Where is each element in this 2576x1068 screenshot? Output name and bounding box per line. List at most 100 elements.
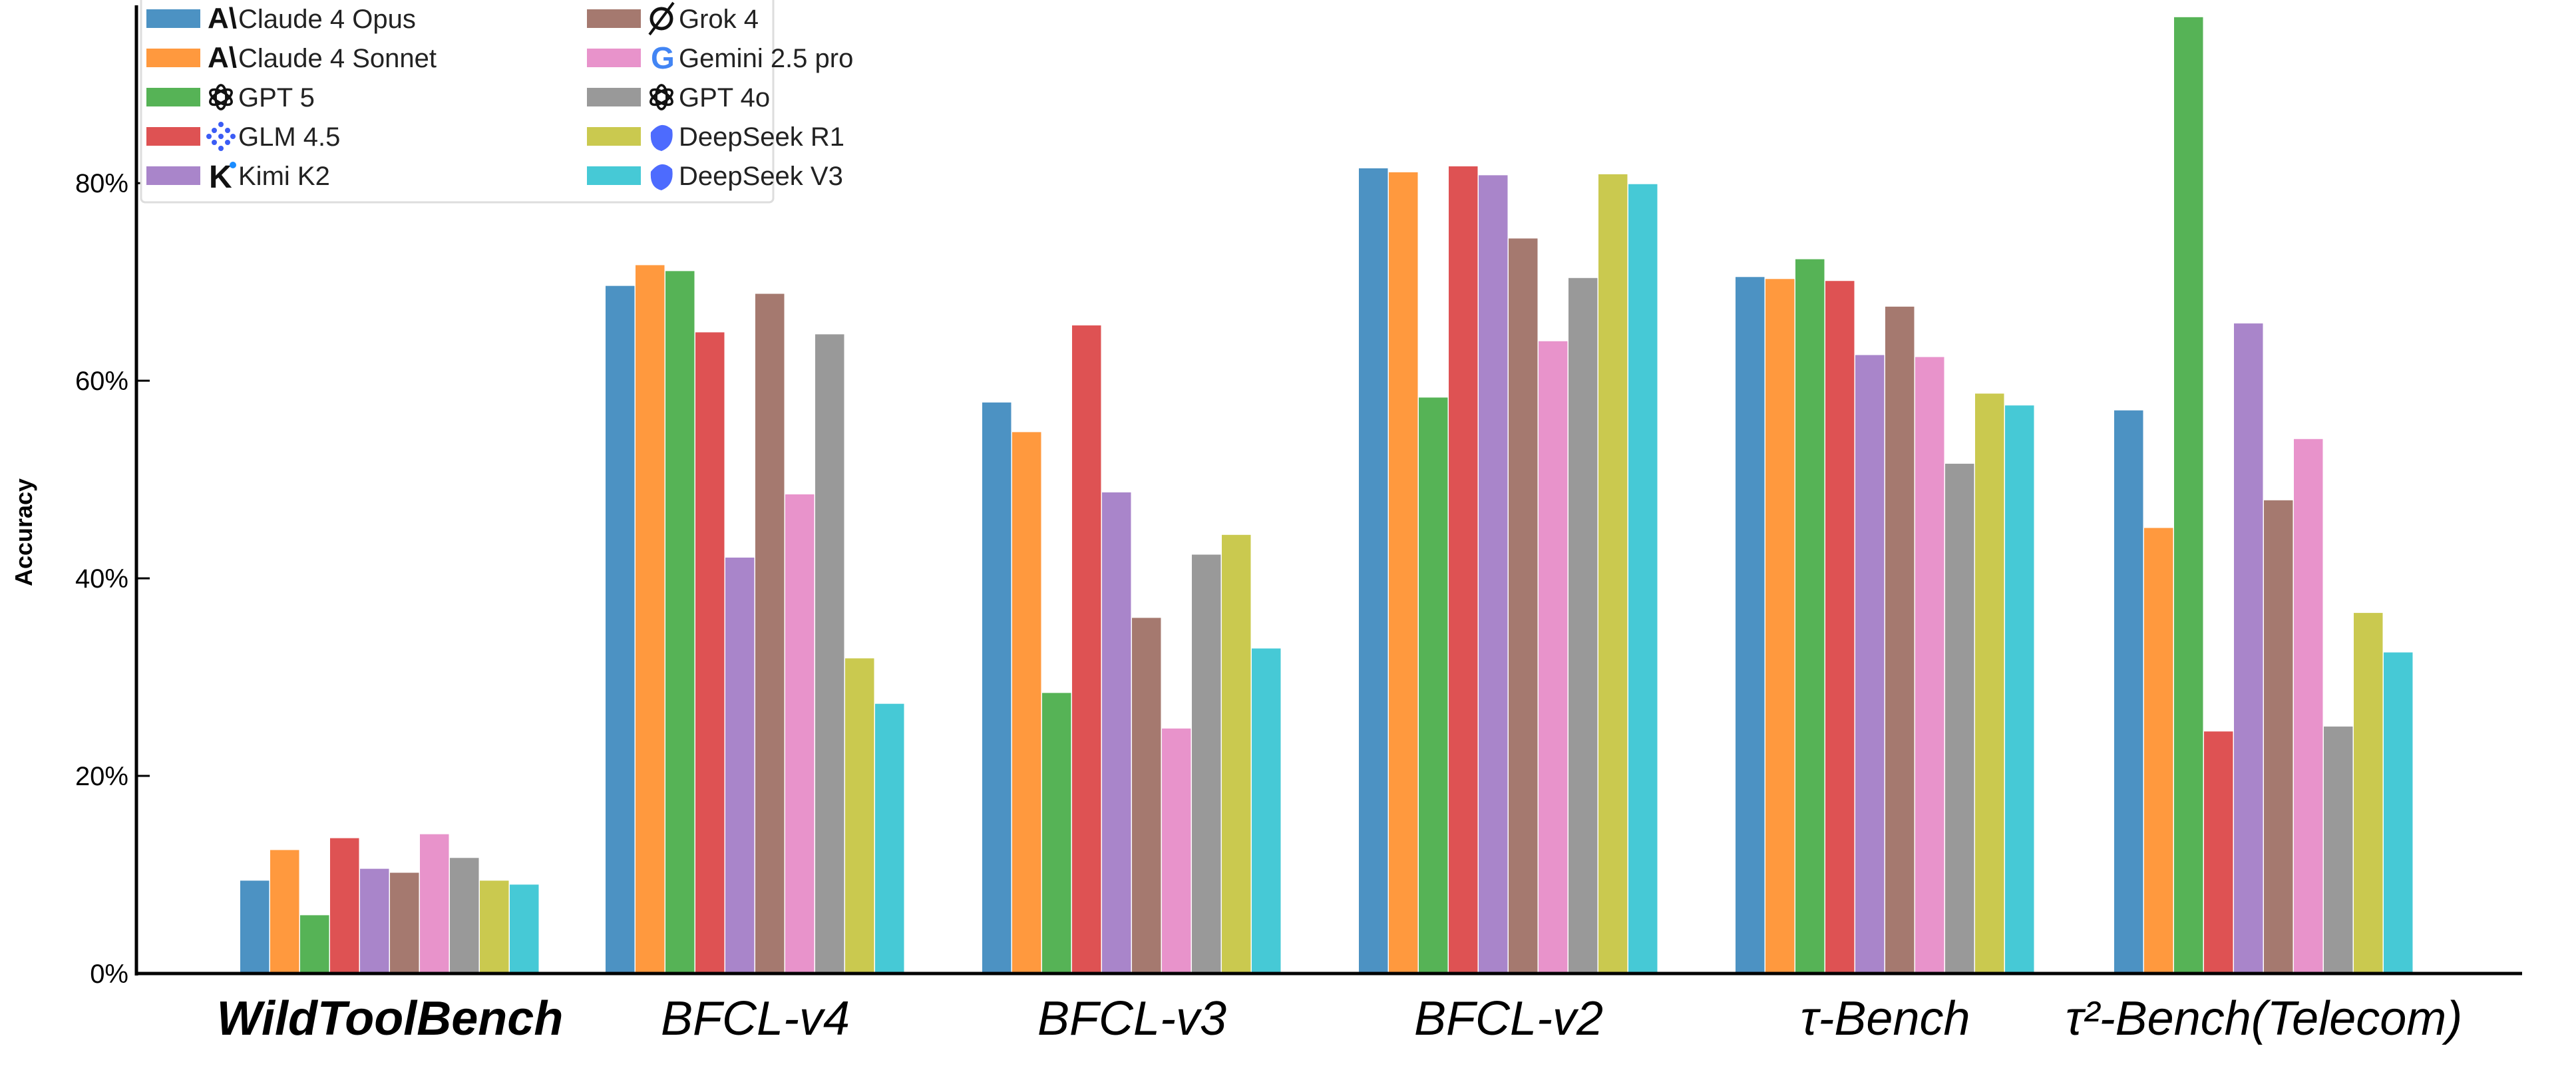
y-tick-label: 60% [75,367,128,396]
legend-item: G Gemini 2.5 pro [587,41,853,75]
legend-label: Grok 4 [679,5,759,34]
legend-label: Kimi K2 [238,162,330,191]
bar-gemini-2-5-pro-0 [420,834,449,974]
legend-item: K Kimi K2 [146,160,330,195]
zhipu-icon [206,122,236,151]
x-tick-label: BFCL-v2 [1414,992,1603,1045]
legend-item: DeepSeek R1 [587,122,844,152]
svg-text:A\: A\ [208,2,237,35]
x-tick-label: BFCL-v4 [661,992,850,1045]
bar-gpt-5-5 [2174,17,2203,974]
legend-label: GPT 5 [238,83,315,112]
x-tick-label: BFCL-v3 [1037,992,1226,1045]
bar-gpt-5-0 [300,915,329,974]
bar-gemini-2-5-pro-4 [1915,357,1944,974]
bar-gemini-2-5-pro-5 [2294,439,2323,974]
bar-deepseek-r1-0 [480,880,509,974]
deepseek-icon [650,164,673,190]
bar-gpt-4o-2 [1192,554,1221,974]
bar-claude-4-opus-4 [1736,277,1765,974]
deepseek-icon [650,124,673,151]
legend-swatch [146,166,200,185]
bar-claude-4-sonnet-0 [270,850,299,974]
bar-grok-4-0 [390,872,419,974]
bar-claude-4-opus-3 [1359,168,1388,974]
bar-glm-4-5-2 [1072,325,1101,974]
anthropic-icon: A\ [208,41,237,74]
bar-claude-4-opus-1 [606,285,635,974]
bar-gpt-4o-3 [1568,277,1598,974]
x-tick-label: τ-Bench [1800,992,1970,1045]
bar-grok-4-3 [1509,238,1538,974]
bar-kimi-k2-0 [360,868,389,974]
svg-text:A\: A\ [208,41,237,74]
bar-gemini-2-5-pro-2 [1162,728,1191,974]
bar-gpt-5-2 [1042,693,1071,974]
legend-swatch [587,88,641,106]
bar-gpt-4o-5 [2324,726,2353,974]
bar-claude-4-opus-2 [982,402,1012,974]
bar-grok-4-4 [1885,306,1915,974]
grok-icon [648,1,675,36]
anthropic-icon: A\ [208,2,237,35]
bar-gpt-4o-0 [450,858,479,974]
legend-label: Claude 4 Sonnet [238,44,437,73]
x-tick-label: τ²-Bench(Telecom) [2066,992,2462,1045]
bar-deepseek-r1-3 [1598,174,1628,974]
bar-gpt-5-3 [1419,397,1448,974]
kimi-icon: K [209,160,236,195]
bar-gemini-2-5-pro-3 [1539,341,1568,974]
bar-deepseek-v3-5 [2384,652,2413,974]
legend-item: DeepSeek V3 [587,162,843,191]
bar-grok-4-2 [1132,618,1161,974]
legend-label: Claude 4 Opus [238,5,416,34]
bar-deepseek-r1-1 [845,658,874,974]
legend-label: GLM 4.5 [238,122,340,152]
x-tick-label: WildToolBench [217,992,564,1045]
bar-deepseek-r1-2 [1222,534,1251,974]
bar-deepseek-v3-0 [510,884,539,974]
bar-claude-4-opus-0 [240,880,270,974]
bar-kimi-k2-4 [1855,355,1885,974]
bar-glm-4-5-3 [1449,166,1478,974]
legend-swatch [587,166,641,185]
bar-deepseek-r1-4 [1975,393,2004,974]
bar-claude-4-sonnet-5 [2144,528,2173,974]
bar-grok-4-1 [755,293,785,974]
legend-swatch [146,88,200,106]
svg-text:K: K [209,160,232,195]
bars-layer [240,17,2413,974]
legend-item: GPT 5 [146,83,315,112]
bar-grok-4-5 [2264,500,2293,974]
legend-item: GLM 4.5 [146,122,340,152]
bar-glm-4-5-1 [695,332,725,974]
openai-icon [209,84,233,110]
bar-gemini-2-5-pro-1 [785,494,815,974]
legend-item: GPT 4o [587,83,770,112]
bar-glm-4-5-0 [330,838,359,974]
bar-deepseek-v3-1 [875,703,904,974]
bar-claude-4-sonnet-1 [636,265,665,974]
bar-deepseek-v3-4 [2005,405,2034,974]
bar-kimi-k2-3 [1479,175,1508,974]
y-axis-label: Accuracy [10,478,37,586]
bar-gpt-4o-4 [1945,463,1974,974]
svg-text:G: G [651,41,675,75]
legend-label: DeepSeek R1 [679,122,844,152]
y-tick-label: 80% [75,169,128,198]
bar-kimi-k2-5 [2234,323,2263,974]
bar-glm-4-5-4 [1825,281,1855,974]
legend-item: Grok 4 [587,1,759,36]
google-icon: G [651,41,675,75]
openai-icon [649,84,673,110]
bar-claude-4-sonnet-3 [1389,172,1418,974]
bar-gpt-4o-1 [815,334,844,974]
bar-kimi-k2-1 [725,557,755,974]
legend-swatch [587,127,641,146]
bar-claude-4-opus-5 [2114,410,2143,974]
bar-deepseek-v3-3 [1628,184,1658,974]
legend-swatch [587,49,641,67]
legend-item: A\ Claude 4 Sonnet [146,41,437,74]
